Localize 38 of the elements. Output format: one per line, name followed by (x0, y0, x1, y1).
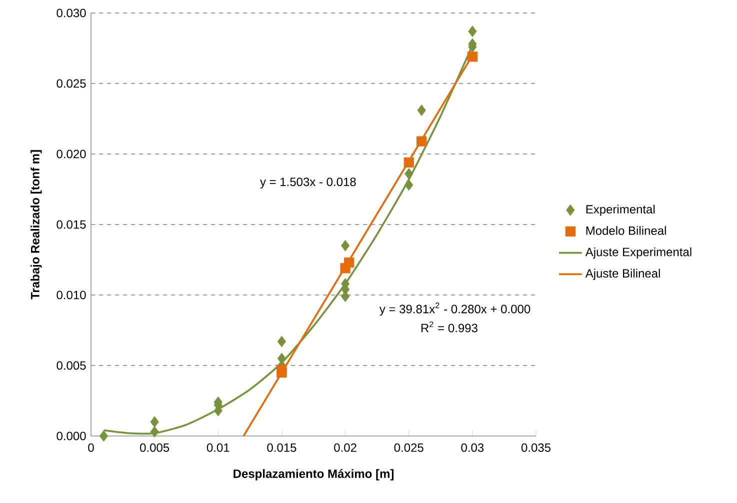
x-tick-label: 0.025 (394, 443, 424, 452)
point (416, 136, 427, 146)
y-tick-label: 0.005 (56, 361, 86, 370)
annotation: y = 1.503x - 0.018 (260, 178, 356, 188)
y-tick-label: 0.015 (56, 220, 86, 229)
x-tick-label: 0 (88, 443, 94, 452)
y-tick-label: 0.025 (56, 79, 86, 88)
x-tick-label: 0.02 (334, 443, 356, 452)
point (468, 26, 477, 37)
x-axis-title: Desplazamiento Máximo [m] (234, 469, 394, 480)
point (276, 364, 287, 375)
x-tick-label: 0.03 (461, 443, 484, 452)
x-tick-label: 0.01 (206, 443, 230, 452)
y-axis-title: Trabajo Realizado [tonf m] (30, 150, 42, 300)
point (404, 157, 414, 168)
legend-label: Ajuste Experimental (585, 247, 692, 259)
legend-label: Experimental (586, 204, 655, 216)
annotation: y = 39.81x$^{2}$ - 0.280x + 0.000 (379, 302, 530, 316)
x-tick-label: 0.005 (140, 443, 170, 452)
y-tick-label: 0.010 (56, 290, 86, 300)
point (150, 416, 159, 428)
point (341, 240, 350, 252)
legend-label: Ajuste Bilineal (585, 268, 660, 280)
point (467, 52, 478, 62)
point (417, 104, 426, 116)
point (404, 168, 414, 180)
legend-label: Modelo Bilineal (586, 226, 666, 235)
point (344, 257, 354, 268)
point (404, 179, 414, 191)
point (277, 336, 286, 348)
y-tick-label: 0.030 (56, 8, 86, 18)
y-tick-label: 0.000 (56, 432, 86, 440)
annotation: R$^{2}$ = 0.993 (421, 321, 478, 332)
x-tick-label: 0.015 (267, 443, 296, 452)
point (99, 430, 108, 442)
point (150, 426, 159, 438)
y-tick-label: 0.020 (56, 150, 86, 158)
x-tick-label: 0.035 (521, 443, 551, 452)
